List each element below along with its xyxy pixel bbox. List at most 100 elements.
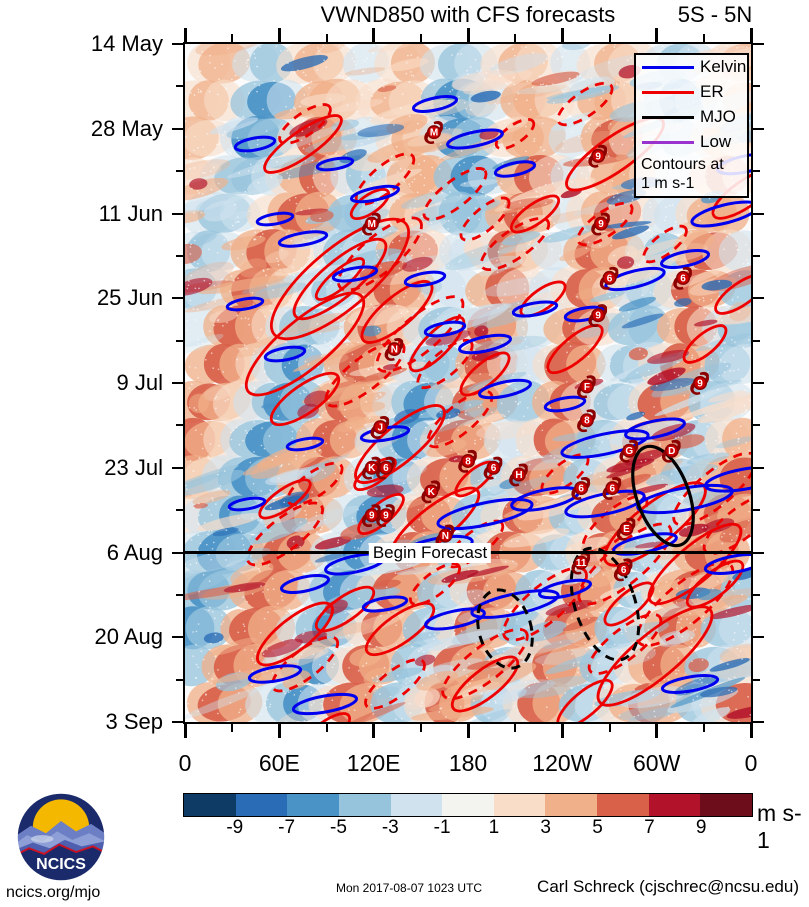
cyclone-label: K [368, 463, 376, 474]
y-tick [172, 382, 183, 384]
y-tick [172, 43, 183, 45]
colorbar-segment [287, 794, 339, 816]
wave-contour [263, 345, 307, 363]
cyclone-label: 6 [621, 565, 627, 576]
x-tick [466, 724, 470, 738]
wave-contour [519, 280, 567, 318]
cyclone-symbol: F [577, 375, 596, 399]
wave-contour [314, 257, 366, 301]
cyclone-symbol: K [421, 480, 441, 504]
wave-contour [279, 574, 331, 594]
wave-contour [690, 200, 751, 228]
begin-forecast-label: Begin Forecast [368, 542, 492, 563]
y-tick-minor-right [753, 85, 760, 88]
legend-label: Low [700, 132, 732, 151]
wave-contour [543, 395, 587, 413]
x-tick-minor-top [608, 34, 611, 42]
x-axis-label: 180 [448, 750, 488, 776]
y-tick-right [753, 297, 764, 300]
legend-item-kelvin: Kelvin [636, 55, 747, 80]
y-axis-label: 9 Jul [116, 370, 163, 395]
colorbar-tick-label: -9 [226, 817, 244, 838]
wave-contour [569, 546, 641, 662]
x-tick-top [560, 28, 564, 42]
y-tick-minor-right [753, 424, 760, 427]
y-tick-minor [176, 254, 183, 257]
y-tick-right [753, 466, 764, 469]
wave-contour [299, 712, 351, 722]
wave-contour [225, 296, 265, 312]
cyclone-symbol: N [435, 524, 455, 548]
wave-contour [672, 451, 751, 527]
wave-contour [364, 658, 426, 710]
legend-item-low: Low [636, 130, 747, 155]
cyclone-label: N [391, 345, 398, 356]
ncics-logo: NCICS [15, 791, 107, 883]
wave-contour [426, 389, 494, 449]
contour-note-line2: 1 m s-1 [641, 175, 695, 192]
wave-contour [476, 588, 534, 670]
wave-contour [270, 635, 340, 693]
y-tick [172, 212, 183, 215]
wave-contour [233, 135, 277, 153]
legend-swatch [642, 66, 694, 69]
cyclone-symbol: J [370, 416, 390, 439]
x-tick [655, 724, 659, 738]
cyclone-label: E [623, 524, 630, 535]
cyclone-label: F [584, 382, 590, 393]
colorbar-segment [184, 794, 236, 816]
cyclone-symbol: 6 [673, 266, 692, 290]
wave-contour [685, 559, 745, 609]
wave-contour [459, 196, 511, 242]
cyclone-symbol: 6 [602, 477, 622, 500]
cyclone-label: 6 [491, 463, 497, 474]
wave-contour [403, 270, 447, 288]
colorbar-unit: m s-1 [757, 800, 802, 853]
cyclone-symbol: 9 [588, 144, 608, 168]
wave-contour [406, 722, 464, 724]
x-tick-top [183, 28, 187, 42]
wave-contour [291, 692, 359, 716]
cyclone-label: N [442, 531, 449, 542]
cyclone-symbol: 6 [483, 456, 503, 480]
wave-contour [446, 128, 504, 150]
y-tick [172, 721, 183, 723]
colorbar-segment [235, 794, 288, 816]
x-axis-label: 60W [633, 750, 681, 776]
y-tick-minor [176, 509, 183, 512]
cyclone-symbol: 11 [571, 551, 591, 575]
wave-contour [560, 429, 650, 459]
x-tick-minor [419, 724, 422, 732]
contour-note: Contours at 1 m s-1 [641, 155, 724, 193]
wave-contour [269, 217, 411, 341]
plot-area[interactable]: M 9 M 9 6 6 9 N 9 F J 8 K 6 8 G D 6 H K 6 6 9 9 N E 11 6 Begin Fore… [183, 42, 753, 724]
wave-contour [364, 601, 436, 657]
x-tick-minor [231, 724, 234, 732]
logo-url[interactable]: ncics.org/mjo [6, 884, 101, 901]
wave-contour [244, 291, 366, 397]
colorbar-tick-label: 7 [644, 817, 655, 838]
y-tick-minor-right [753, 593, 760, 596]
wave-contour [703, 553, 751, 575]
y-tick-minor [176, 170, 183, 173]
cyclone-label: M [368, 219, 376, 230]
x-tick-top [277, 28, 281, 42]
cyclone-symbol: 9 [591, 212, 610, 236]
wave-contour [647, 522, 743, 606]
cyclone-label: 6 [578, 483, 584, 494]
x-tick-top [372, 28, 376, 42]
colorbar-tick-label: -3 [381, 817, 399, 838]
cyclone-label: 6 [610, 483, 616, 494]
x-tick [560, 724, 564, 738]
cyclone-symbol: 9 [588, 304, 608, 327]
cyclone-symbol: G [619, 439, 639, 463]
cyclone-label: H [515, 470, 522, 481]
y-axis-label: 11 Jun [98, 200, 163, 226]
cyclone-label: 9 [369, 511, 375, 522]
x-tick-minor [702, 724, 705, 732]
wave-contour [459, 351, 511, 397]
x-axis-label: 0 [744, 750, 758, 776]
x-tick-minor [325, 724, 328, 732]
y-tick-minor-right [753, 678, 760, 681]
wave-contour [227, 496, 267, 512]
